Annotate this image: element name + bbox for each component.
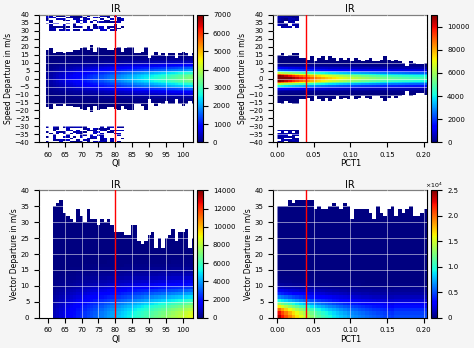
Title: IR: IR [111,4,121,14]
Title: $\times10^4$: $\times10^4$ [425,181,443,190]
X-axis label: PCT1: PCT1 [340,159,361,168]
Y-axis label: Speed Departure in m/s: Speed Departure in m/s [238,33,247,124]
Title: IR: IR [346,180,355,190]
X-axis label: QI: QI [112,335,121,344]
Y-axis label: Speed Departure in m/s: Speed Departure in m/s [4,33,13,124]
Title: IR: IR [111,180,121,190]
Y-axis label: Vector Departure in m/s: Vector Departure in m/s [10,208,19,300]
X-axis label: PCT1: PCT1 [340,335,361,344]
Y-axis label: Vector Departure in m/s: Vector Departure in m/s [244,208,253,300]
Title: IR: IR [346,4,355,14]
X-axis label: QI: QI [112,159,121,168]
